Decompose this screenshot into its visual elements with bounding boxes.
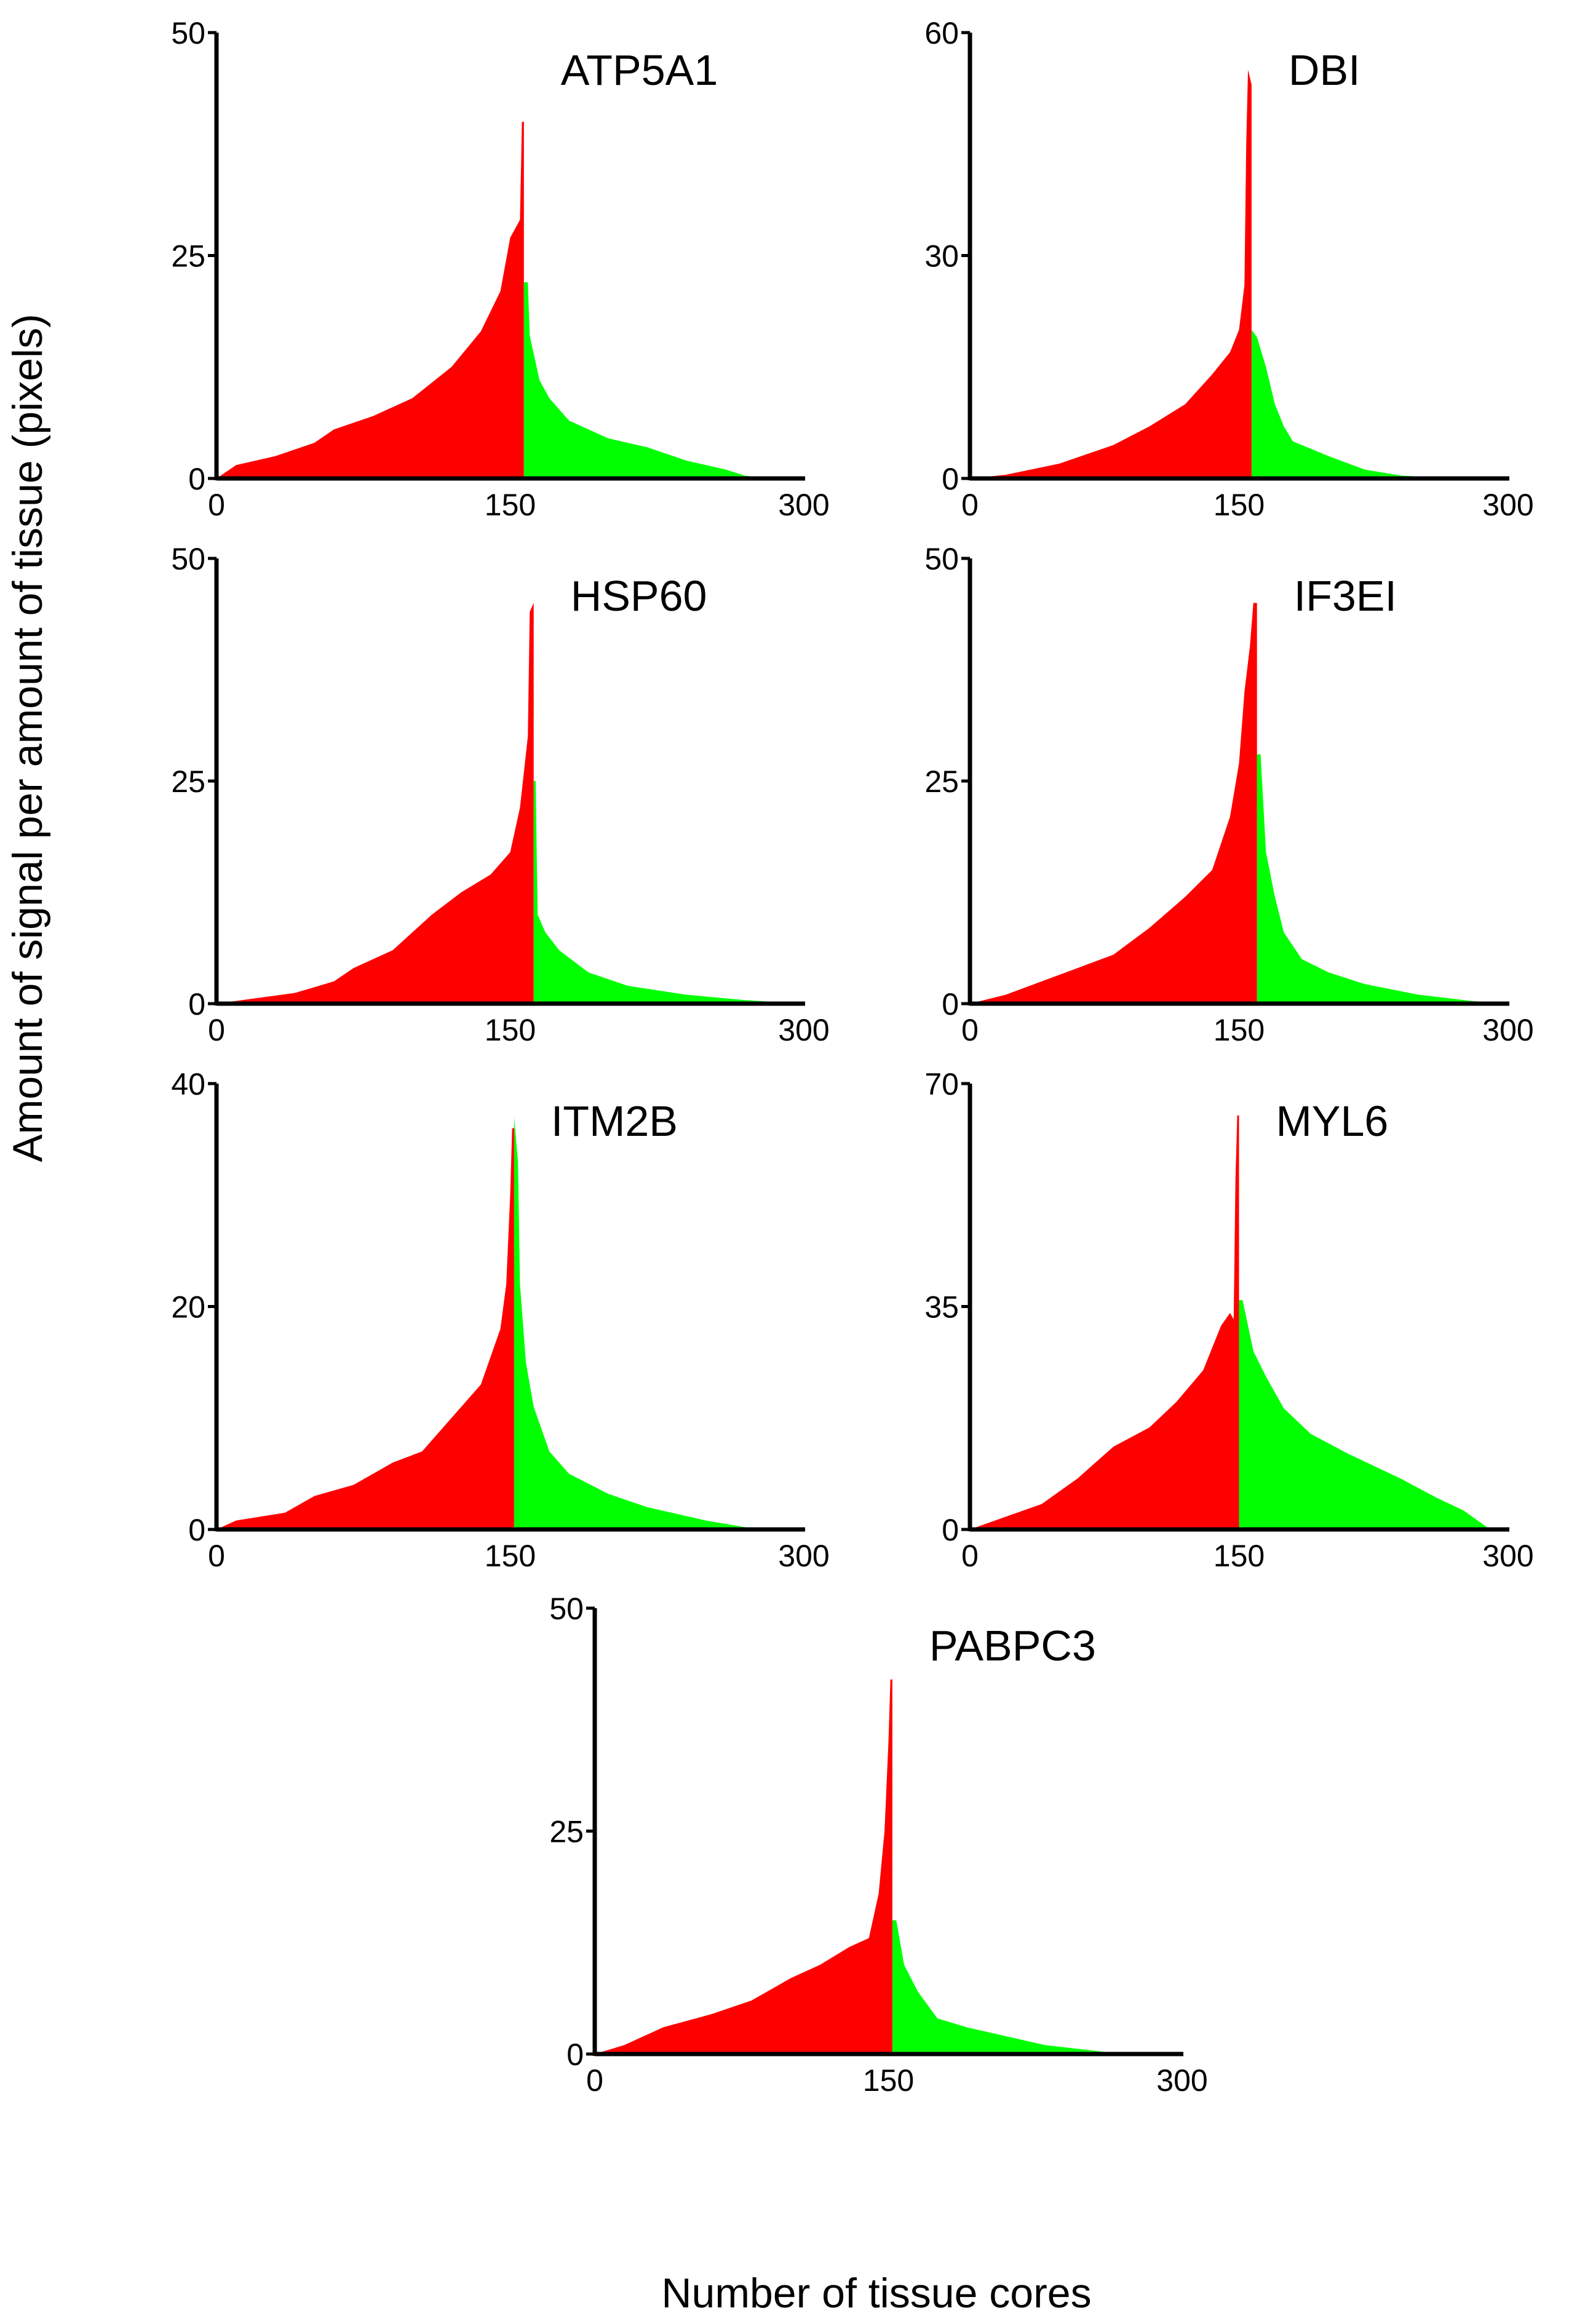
panel-hsp60: 0 25 50 0 150 300 HSP60 bbox=[171, 542, 829, 1047]
x-tick-label-dbi: 0 bbox=[961, 488, 979, 522]
y-tick-label-dbi: 30 bbox=[924, 239, 959, 274]
series-right-dbi bbox=[1251, 330, 1464, 478]
panel-if3ei: 0 25 50 0 150 300 IF3EI bbox=[924, 542, 1533, 1047]
series-left-atp5a1 bbox=[216, 122, 524, 478]
panel-title-atp5a1: ATP5A1 bbox=[561, 46, 718, 94]
x-tick-label-hsp60: 150 bbox=[485, 1013, 536, 1047]
series-right-if3ei bbox=[1257, 754, 1508, 1004]
x-axis-title: Number of tissue cores bbox=[661, 2270, 1091, 2317]
y-tick-label-if3ei: 0 bbox=[942, 987, 959, 1021]
y-axis-title: Amount of signal per amount of tissue (p… bbox=[4, 314, 51, 1162]
y-tick-label-atp5a1: 25 bbox=[171, 239, 205, 274]
x-tick-label-pabpc3: 150 bbox=[863, 2063, 914, 2098]
y-tick-label-itm2b: 40 bbox=[171, 1067, 205, 1101]
x-tick-label-hsp60: 0 bbox=[208, 1013, 225, 1047]
x-tick-label-itm2b: 0 bbox=[208, 1539, 225, 1573]
x-tick-label-if3ei: 300 bbox=[1482, 1013, 1533, 1047]
panel-title-hsp60: HSP60 bbox=[571, 572, 707, 620]
y-tick-label-dbi: 60 bbox=[924, 16, 959, 50]
x-tick-label-dbi: 150 bbox=[1214, 488, 1265, 522]
panel-atp5a1: 0 25 50 0 150 300 ATP5A1 bbox=[171, 16, 829, 522]
panel-title-myl6: MYL6 bbox=[1276, 1097, 1389, 1145]
series-right-myl6 bbox=[1239, 1300, 1490, 1529]
panel-pabpc3: 0 25 50 0 150 300 PABPC3 bbox=[549, 1592, 1207, 2098]
series-left-if3ei bbox=[970, 603, 1257, 1004]
x-tick-label-pabpc3: 0 bbox=[586, 2063, 603, 2098]
x-tick-label-myl6: 300 bbox=[1482, 1539, 1533, 1573]
y-tick-label-if3ei: 50 bbox=[924, 542, 959, 576]
y-tick-label-hsp60: 0 bbox=[188, 987, 205, 1021]
x-tick-label-atp5a1: 0 bbox=[208, 488, 225, 522]
x-tick-label-atp5a1: 150 bbox=[485, 488, 536, 522]
series-right-hsp60 bbox=[533, 781, 804, 1004]
y-tick-label-myl6: 35 bbox=[924, 1290, 959, 1325]
x-tick-label-hsp60: 300 bbox=[778, 1013, 829, 1047]
series-left-itm2b bbox=[216, 1128, 514, 1529]
y-tick-label-hsp60: 25 bbox=[171, 764, 205, 799]
y-tick-label-myl6: 0 bbox=[942, 1513, 959, 1547]
y-tick-label-pabpc3: 25 bbox=[549, 1815, 584, 1849]
y-tick-label-itm2b: 20 bbox=[171, 1290, 205, 1325]
series-right-pabpc3 bbox=[892, 1920, 1124, 2054]
x-tick-label-myl6: 0 bbox=[961, 1539, 979, 1573]
series-right-itm2b bbox=[514, 1117, 775, 1529]
y-tick-label-pabpc3: 50 bbox=[549, 1592, 584, 1626]
series-left-pabpc3 bbox=[595, 1680, 892, 2054]
y-tick-label-atp5a1: 50 bbox=[171, 16, 205, 50]
y-tick-label-pabpc3: 0 bbox=[566, 2037, 584, 2072]
x-tick-label-itm2b: 300 bbox=[778, 1539, 829, 1573]
x-tick-label-myl6: 150 bbox=[1214, 1539, 1265, 1573]
series-left-hsp60 bbox=[216, 603, 534, 1004]
panel-myl6: 0 35 70 0 150 300 MYL6 bbox=[924, 1067, 1533, 1573]
panel-title-dbi: DBI bbox=[1289, 46, 1361, 94]
panel-dbi: 0 30 60 0 150 300 DBI bbox=[924, 16, 1533, 522]
x-tick-label-atp5a1: 300 bbox=[778, 488, 829, 522]
y-tick-label-dbi: 0 bbox=[942, 462, 959, 496]
panel-title-itm2b: ITM2B bbox=[551, 1097, 678, 1145]
series-left-myl6 bbox=[970, 1115, 1239, 1529]
x-tick-label-dbi: 300 bbox=[1482, 488, 1533, 522]
y-tick-label-atp5a1: 0 bbox=[188, 462, 205, 496]
x-tick-label-if3ei: 0 bbox=[961, 1013, 979, 1047]
y-tick-label-myl6: 70 bbox=[924, 1067, 959, 1101]
y-tick-label-if3ei: 25 bbox=[924, 764, 959, 799]
panel-title-pabpc3: PABPC3 bbox=[929, 1622, 1096, 1670]
panel-itm2b: 0 20 40 0 150 300 ITM2B bbox=[171, 1067, 829, 1573]
y-tick-label-itm2b: 0 bbox=[188, 1513, 205, 1547]
x-tick-label-itm2b: 150 bbox=[485, 1539, 536, 1573]
x-tick-label-if3ei: 150 bbox=[1214, 1013, 1265, 1047]
y-tick-label-hsp60: 50 bbox=[171, 542, 205, 576]
panel-title-if3ei: IF3EI bbox=[1294, 572, 1397, 620]
x-tick-label-pabpc3: 300 bbox=[1156, 2063, 1207, 2098]
series-right-atp5a1 bbox=[523, 282, 775, 478]
series-left-dbi bbox=[970, 69, 1252, 478]
